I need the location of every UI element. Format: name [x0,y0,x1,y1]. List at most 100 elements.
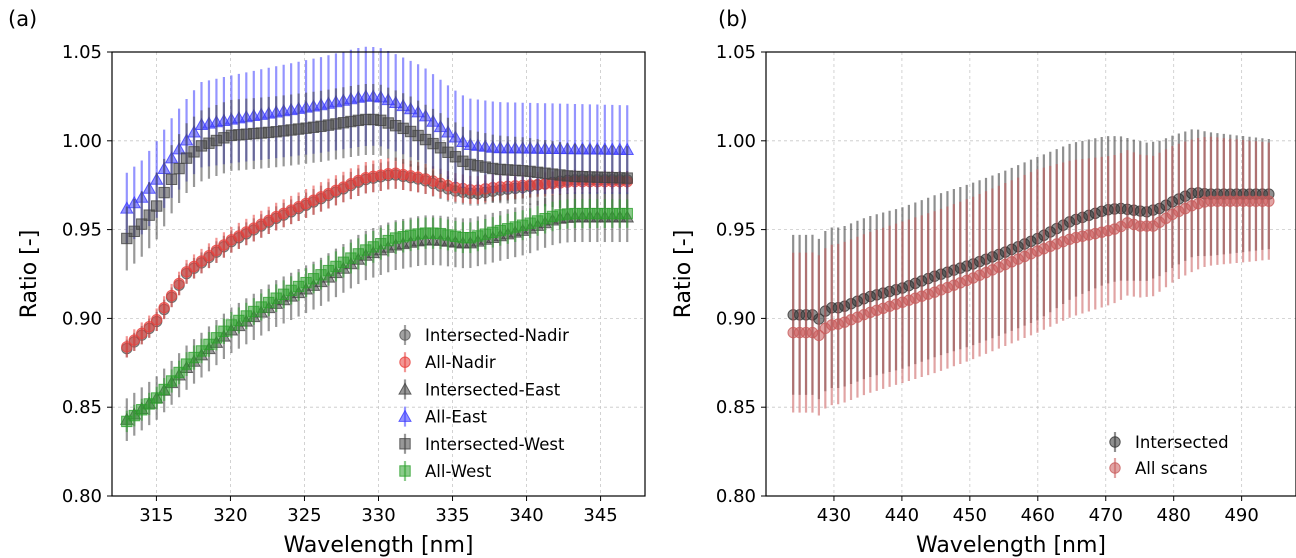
legend-label: All scans [1135,459,1208,478]
data-point [188,351,200,364]
data-point [121,341,133,353]
y-tick-label: 0.80 [62,486,102,507]
x-tick-label: 490 [1224,505,1258,526]
data-point [143,209,155,221]
legend-label: Intersected [1135,433,1229,452]
points [121,207,633,428]
y-tick-label: 0.90 [62,308,102,329]
chart-a: 315 320 325 330 335 340 345 0.80 0.85 0.90 0.95 1.0… [17,42,646,558]
legend-marker [1109,436,1121,448]
data-point [136,327,148,340]
x-tick-label: 325 [287,505,321,526]
data-point [180,358,193,370]
x-tick-label: 450 [953,505,987,526]
data-point [136,218,148,230]
data-point [203,338,215,351]
legend: Intersected-Nadir All-Nadir Intersected-Ea… [398,325,569,481]
y-tick-label: 0.85 [716,397,756,418]
data-series [787,129,1275,416]
legend-label: Intersected-West [425,435,565,454]
data-point [158,186,170,199]
ticks: 430 440 450 460 470 480 490 0.80 0.85 0.90 0.95 1.0… [716,42,1259,526]
y-axis-label: Ratio [-] [671,230,696,319]
y-tick-label: 0.85 [62,397,102,418]
ticks: 315 320 325 330 335 340 345 0.80 0.85 0.90 0.95 1.0… [62,42,618,526]
legend-marker [399,438,411,450]
series-all-west [121,199,633,433]
legend-label: All-East [425,408,488,427]
legend: Intersected All scans [1109,432,1229,478]
points [121,167,633,353]
legend-marker [399,329,411,341]
legend-marker [398,382,412,395]
data-point [150,200,163,212]
data-point [165,289,178,302]
data-point [813,329,825,342]
y-tick-label: 0.80 [716,486,756,507]
data-series [119,46,635,441]
x-tick-label: 330 [361,505,395,526]
legend-label: All-Nadir [425,353,496,372]
data-point [128,409,140,422]
plot-frame [765,51,1296,497]
data-point [143,398,155,410]
y-tick-label: 0.95 [62,220,102,241]
series-intersected-west [121,83,633,271]
data-point [195,345,208,357]
data-point [121,232,133,245]
x-tick-label: 340 [509,505,543,526]
data-point [180,152,193,164]
y-tick-label: 1.05 [62,42,102,63]
data-point [150,314,163,326]
legend-marker [1109,462,1121,474]
data-point [143,320,155,333]
data-point [173,162,185,175]
data-point [173,366,185,379]
data-point [128,334,140,346]
legend-label: Intersected-Nadir [425,326,569,345]
y-tick-label: 0.90 [716,308,756,329]
data-point [158,383,170,396]
points [121,113,633,245]
data-point [188,146,200,158]
x-tick-label: 345 [583,505,617,526]
y-tick-label: 1.00 [716,131,756,152]
x-tick-label: 470 [1089,505,1123,526]
data-point [158,301,170,314]
points [787,195,1275,342]
data-point [128,225,140,238]
series-all-scans [787,136,1275,416]
data-point [165,173,178,185]
data-point [136,404,148,416]
legend-label: All-West [425,462,492,481]
legend-label: Intersected-East [425,380,561,399]
data-point [165,375,178,387]
x-tick-label: 315 [139,505,173,526]
x-axis-label: Wavelength [nm] [916,533,1106,558]
data-point [150,392,163,404]
x-tick-label: 430 [817,505,851,526]
data-point [1263,195,1275,207]
x-tick-label: 440 [885,505,919,526]
panel-a-label: (a) [8,7,37,31]
y-axis-label: Ratio [-] [17,230,42,319]
legend-marker [399,465,411,477]
data-point [210,332,223,344]
error-bars [792,136,1270,416]
y-tick-label: 1.00 [62,131,102,152]
x-tick-label: 460 [1021,505,1055,526]
y-tick-label: 0.95 [716,220,756,241]
x-tick-label: 320 [213,505,247,526]
data-point [621,172,633,184]
chart-b: 430 440 450 460 470 480 490 0.80 0.85 0.90 0.95 1.0… [671,42,1296,558]
panel-b-label: (b) [718,7,748,31]
data-point [121,415,133,428]
data-point [621,207,633,220]
x-axis-label: Wavelength [nm] [283,533,473,558]
legend-marker [398,409,412,422]
data-point [173,277,185,290]
x-tick-label: 480 [1157,505,1191,526]
x-tick-label: 335 [435,505,469,526]
data-point [218,325,230,337]
